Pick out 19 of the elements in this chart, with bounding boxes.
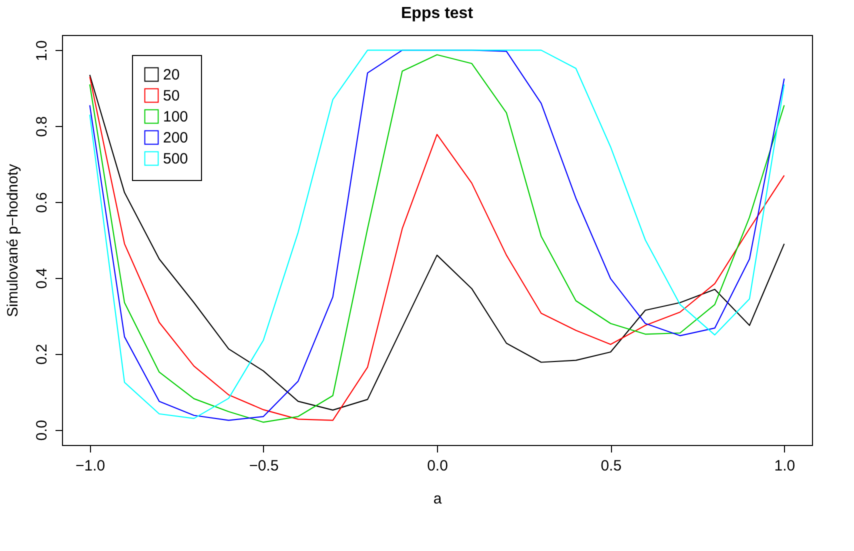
y-tick-label: 0.2 [34, 344, 50, 365]
y-axis-title: Simulované p−hodnoty [4, 163, 22, 318]
legend-label: 500 [163, 150, 188, 168]
x-tick-label: 0.5 [600, 458, 622, 474]
chart-title: Epps test [400, 5, 474, 22]
y-tick-label: 0.4 [34, 268, 50, 289]
legend-label: 50 [163, 88, 180, 104]
y-tick-label: 0.6 [34, 192, 50, 213]
legend-label: 200 [163, 130, 188, 146]
legend-label: 20 [163, 66, 180, 84]
y-tick-label: 1.0 [34, 40, 50, 62]
x-tick-label: −1.0 [75, 458, 106, 474]
x-axis-title: a [433, 490, 442, 508]
y-tick-label: 0.8 [34, 116, 50, 138]
x-tick-label: 0.0 [427, 458, 448, 474]
x-tick-label: 1.0 [774, 458, 796, 474]
legend-label: 100 [163, 108, 188, 126]
x-tick-label: −0.5 [249, 458, 279, 474]
y-tick-label: 0.0 [34, 420, 50, 441]
